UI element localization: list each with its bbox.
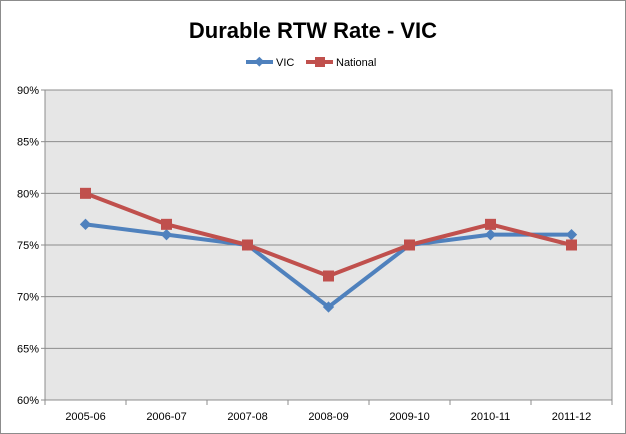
legend-swatch-vic-marker	[254, 56, 265, 67]
legend-swatch-national-marker	[315, 57, 325, 67]
legend-item-national: National	[306, 57, 376, 69]
data-point-national	[323, 270, 334, 282]
data-point-national	[566, 239, 577, 251]
data-point-vic	[484, 229, 497, 241]
data-point-national	[404, 239, 415, 251]
y-tick-label: 60%	[17, 395, 39, 407]
data-point-vic	[160, 229, 173, 241]
series-national	[80, 187, 577, 282]
x-tick-label: 2008-09	[308, 411, 348, 423]
data-point-vic	[565, 229, 578, 241]
y-tick-label: 85%	[17, 137, 39, 149]
y-tick-label: 75%	[17, 240, 39, 252]
legend-label-vic: VIC	[276, 57, 294, 69]
data-point-national	[242, 239, 253, 251]
x-tick-label: 2007-08	[227, 411, 267, 423]
chart-title: Durable RTW Rate - VIC	[189, 18, 437, 43]
y-tick-label: 90%	[17, 85, 39, 97]
y-tick-label: 80%	[17, 188, 39, 200]
x-axis: 2005-06 2006-07 2007-08 2008-09 2009-10 2010-…	[44, 400, 613, 423]
gridlines	[45, 89, 612, 401]
y-tick-label: 65%	[17, 343, 39, 355]
data-point-national	[161, 218, 172, 230]
x-tick-label: 2006-07	[146, 411, 186, 423]
x-tick-label: 2009-10	[389, 411, 429, 423]
legend-label-national: National	[336, 57, 376, 69]
x-tick-label: 2010-11	[471, 411, 511, 423]
series-layer	[79, 187, 578, 313]
legend: VIC National	[246, 56, 376, 69]
legend-item-vic: VIC	[246, 56, 294, 69]
x-tick-label: 2011-12	[552, 411, 592, 423]
x-tick-label: 2005-06	[65, 411, 105, 423]
data-point-vic	[322, 301, 335, 313]
data-point-national	[80, 187, 91, 199]
y-tick-label: 70%	[17, 292, 39, 304]
data-point-national	[485, 218, 496, 230]
y-axis: 60% 65% 70% 75% 80% 85% 90%	[17, 85, 45, 407]
